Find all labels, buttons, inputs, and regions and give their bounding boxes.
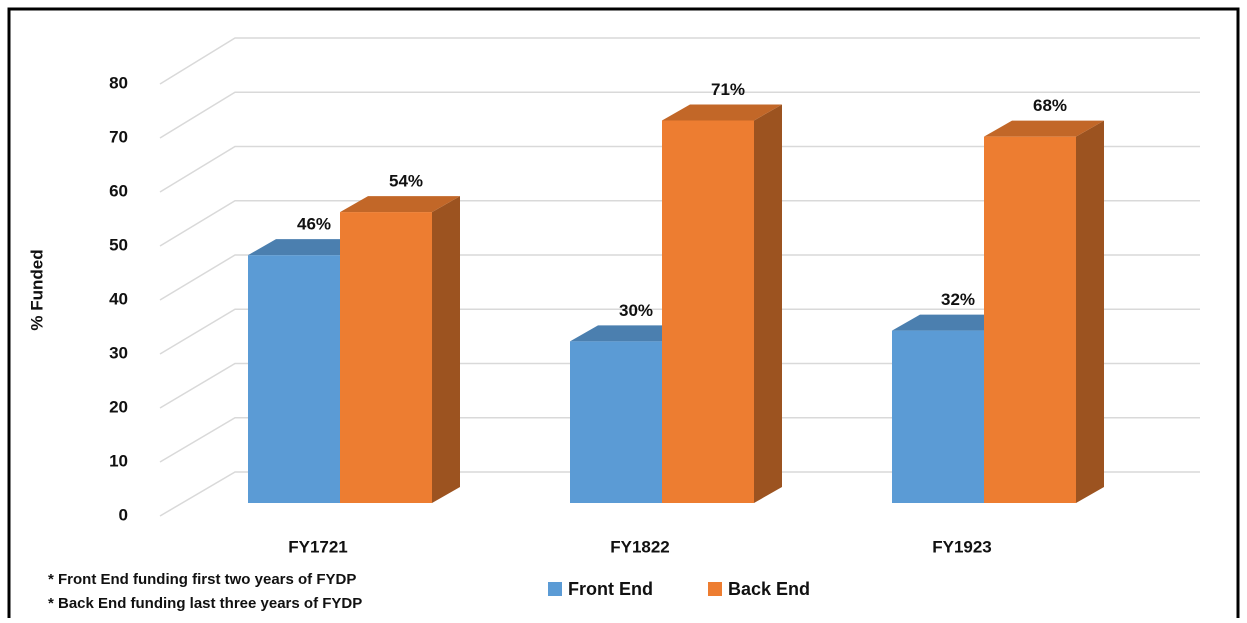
- bar-top: [984, 120, 1104, 137]
- y-tick-label: 40: [109, 289, 128, 308]
- bar-side: [432, 196, 460, 503]
- bar: [570, 341, 662, 503]
- bar-top: [570, 325, 690, 342]
- bar-side: [1076, 120, 1104, 504]
- data-label: 68%: [1033, 96, 1067, 115]
- y-tick-label: 60: [109, 181, 128, 200]
- legend-swatch: [548, 582, 562, 596]
- bar-top: [340, 196, 460, 213]
- grid-line: [159, 145, 1200, 193]
- data-label: 30%: [619, 301, 653, 320]
- bar-top: [248, 239, 368, 256]
- note: * Front End funding first two years of F…: [48, 571, 356, 588]
- grid-line: [159, 471, 1200, 517]
- grid-line: [159, 417, 1200, 463]
- grid-line: [159, 91, 1200, 139]
- data-label: 54%: [389, 172, 423, 191]
- grid-line: [159, 37, 1200, 85]
- data-label: 46%: [297, 215, 331, 234]
- y-tick-label: 80: [109, 73, 128, 92]
- bar: [984, 136, 1076, 503]
- y-tick-label: 0: [119, 505, 128, 524]
- legend-label: Back End: [728, 579, 810, 599]
- bar-side: [754, 104, 782, 504]
- grid-line: [159, 362, 1200, 409]
- y-tick-label: 30: [109, 343, 128, 362]
- data-label: 71%: [711, 80, 745, 99]
- y-tick-label: 20: [109, 397, 128, 416]
- legend-swatch: [708, 582, 722, 596]
- bar-top: [892, 314, 1012, 331]
- grid-line: [159, 308, 1200, 355]
- y-tick-label: 50: [109, 235, 128, 254]
- x-tick-label: FY1721: [288, 537, 348, 556]
- bar: [340, 212, 432, 503]
- bar-top: [662, 104, 782, 121]
- legend-label: Front End: [568, 579, 653, 599]
- y-axis-label: % Funded: [27, 249, 46, 330]
- grid-line: [159, 254, 1200, 301]
- bar: [248, 255, 340, 503]
- x-tick-label: FY1822: [610, 537, 670, 556]
- x-tick-label: FY1923: [932, 537, 992, 556]
- data-label: 32%: [941, 290, 975, 309]
- y-tick-label: 70: [109, 127, 128, 146]
- bar: [662, 120, 754, 504]
- grid-line: [159, 200, 1200, 247]
- y-tick-label: 10: [109, 451, 128, 470]
- note: * Back End funding last three years of F…: [48, 595, 362, 612]
- frame: [7, 7, 1240, 623]
- bar: [892, 330, 984, 503]
